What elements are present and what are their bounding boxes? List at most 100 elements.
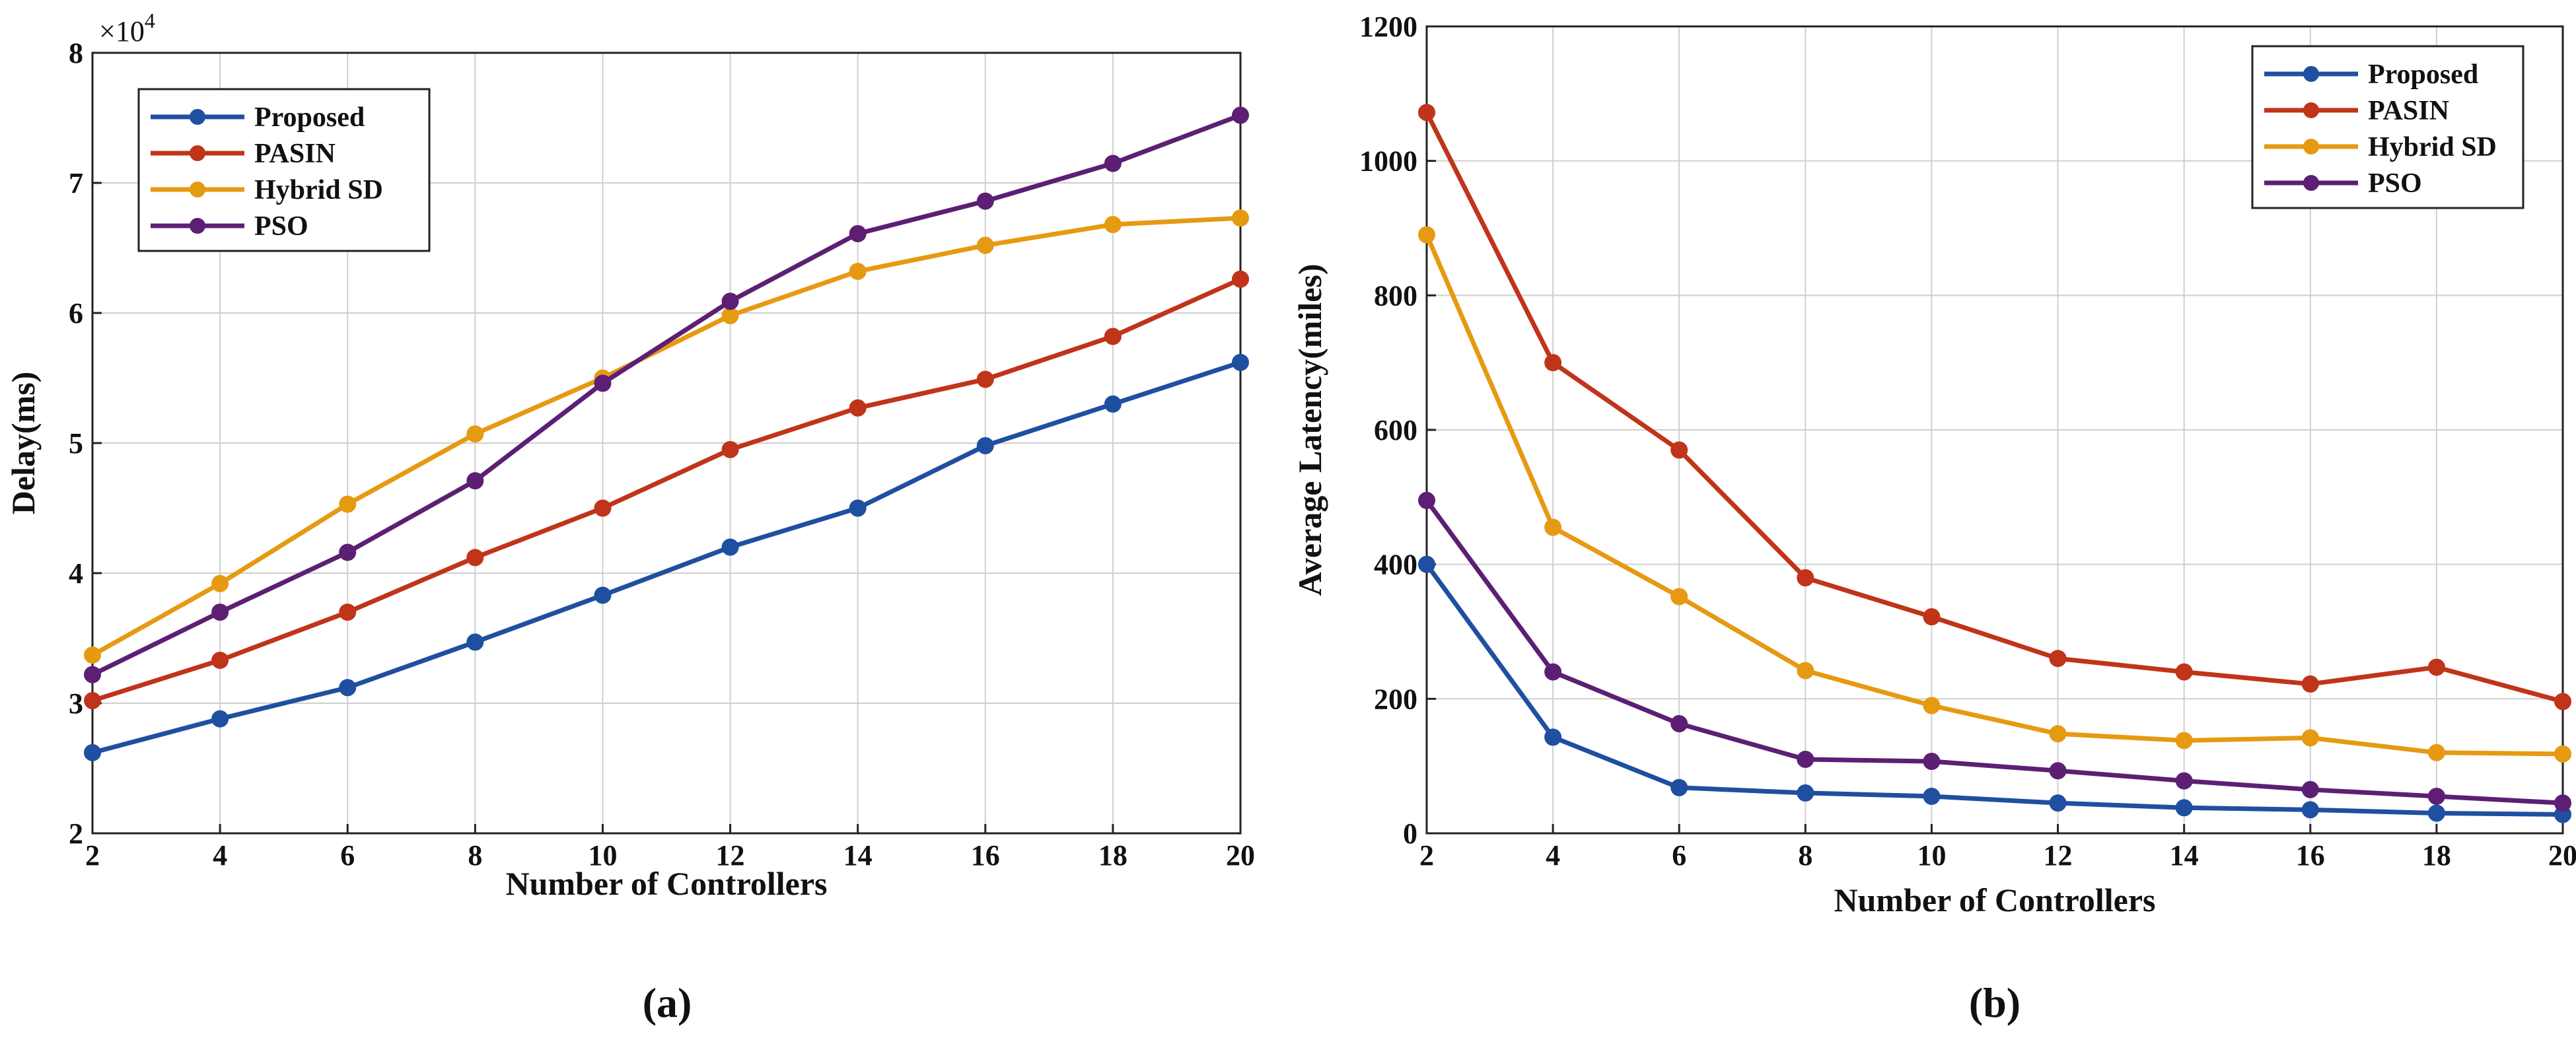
data-point-pso (466, 472, 484, 490)
data-point-pasin (2301, 675, 2319, 693)
legend-entry: PSO (254, 211, 308, 242)
y-tick-label: 4 (69, 557, 83, 590)
series-line-hybrid-sd (1424, 234, 2563, 757)
y-tick-label: 3 (69, 687, 83, 720)
legend: Proposed PASIN Hybrid SD PSO (2251, 45, 2524, 209)
data-point-pso (2427, 787, 2445, 805)
data-point-pso (211, 604, 229, 621)
data-point-pasin (84, 692, 101, 710)
data-point-proposed (2301, 801, 2319, 819)
series-line-pso (91, 113, 1242, 677)
data-point-pso (976, 192, 994, 210)
data-point-proposed (1797, 784, 1814, 802)
x-tick-label: 2 (1419, 839, 1434, 872)
x-tick-label: 10 (588, 839, 617, 872)
y-tick-label: 800 (1374, 279, 1417, 312)
data-point-proposed (1670, 778, 1688, 796)
data-point-hybrid-sd (1104, 216, 1122, 234)
data-point-hybrid-sd (1797, 662, 1814, 679)
data-point-proposed (721, 538, 739, 556)
legend-swatch-marker (190, 145, 205, 161)
data-point-pasin (976, 370, 994, 388)
x-tick-label: 8 (468, 839, 482, 872)
data-point-hybrid-sd (2175, 732, 2193, 749)
series-line-pasin (91, 277, 1242, 703)
data-point-pasin (849, 399, 867, 417)
data-point-pso (1544, 663, 1562, 681)
data-point-pso (1923, 753, 1941, 771)
legend-swatch-marker (2303, 139, 2319, 155)
y-tick-label: 2 (69, 817, 83, 850)
series-line-proposed (92, 360, 1242, 755)
legend-entry: Proposed (2368, 59, 2478, 90)
y-tick-label: 1000 (1359, 145, 1417, 178)
data-point-proposed (976, 436, 994, 454)
data-point-proposed (2049, 794, 2067, 812)
data-point-hybrid-sd (84, 646, 101, 664)
x-tick-label: 16 (2296, 839, 2325, 872)
data-point-pasin (1797, 569, 1814, 587)
x-tick-label: 4 (213, 839, 227, 872)
series-line-pasin (1424, 111, 2563, 704)
data-point-proposed (84, 744, 101, 761)
chart-panel-b: 2 4 6 8 10 12 14 16 18 20020040060080010001200Num… (1291, 11, 2576, 1026)
data-point-proposed (339, 679, 357, 697)
data-point-proposed (1923, 787, 1941, 805)
data-point-proposed (466, 633, 484, 651)
y-exponent-base: ×10 (99, 15, 145, 48)
legend-swatch-marker (190, 109, 205, 125)
data-point-hybrid-sd (2049, 725, 2067, 743)
data-point-pasin (2049, 650, 2067, 668)
data-point-proposed (1104, 395, 1122, 413)
data-point-hybrid-sd (1670, 588, 1688, 606)
y-tick-label: 600 (1374, 414, 1417, 446)
data-point-pso (339, 543, 357, 561)
legend-entry: Hybrid SD (2368, 132, 2497, 162)
data-point-hybrid-sd (211, 574, 229, 592)
data-point-proposed (1418, 555, 1435, 573)
x-tick-label: 8 (1798, 839, 1812, 872)
data-point-proposed (849, 499, 867, 517)
data-point-pso (1104, 155, 1122, 172)
data-point-hybrid-sd (2301, 729, 2319, 747)
legend-entry: PSO (2368, 168, 2422, 199)
y-exponent-label: ×104 (99, 9, 155, 48)
y-tick-label: 200 (1374, 683, 1417, 715)
data-point-proposed (2175, 799, 2193, 817)
data-point-hybrid-sd (1923, 697, 1941, 714)
data-point-pasin (2427, 658, 2445, 676)
data-point-pasin (1104, 328, 1122, 345)
x-tick-label: 16 (971, 839, 1000, 872)
data-point-hybrid-sd (849, 262, 867, 280)
data-point-pasin (1418, 104, 1435, 121)
x-tick-label: 6 (340, 839, 355, 872)
data-point-pasin (594, 499, 612, 517)
data-point-proposed (1544, 728, 1562, 746)
series-line-pso (1425, 499, 2563, 806)
data-point-pasin (2554, 693, 2571, 710)
data-point-pasin (1232, 270, 1249, 288)
legend-swatch-marker (2303, 175, 2319, 191)
data-point-proposed (594, 586, 612, 604)
data-point-pasin (211, 651, 229, 669)
y-tick-label: 6 (69, 297, 83, 329)
data-point-pso (849, 225, 867, 242)
panel-label: (a) (643, 979, 692, 1026)
x-tick-label: 4 (1546, 839, 1560, 872)
legend-swatch-marker (190, 218, 205, 234)
data-point-hybrid-sd (1232, 209, 1249, 227)
data-point-pso (1418, 491, 1435, 509)
data-point-hybrid-sd (976, 236, 994, 254)
data-point-pasin (1544, 354, 1562, 372)
y-tick-label: 8 (69, 37, 83, 69)
y-tick-label: 7 (69, 167, 83, 199)
x-tick-label: 18 (2422, 839, 2451, 872)
x-tick-label: 10 (1917, 839, 1946, 872)
data-point-proposed (2427, 804, 2445, 822)
data-point-pso (594, 374, 612, 392)
y-axis-label: Delay(ms) (5, 372, 42, 515)
x-tick-label: 18 (1098, 839, 1127, 872)
data-point-pso (2554, 794, 2571, 812)
